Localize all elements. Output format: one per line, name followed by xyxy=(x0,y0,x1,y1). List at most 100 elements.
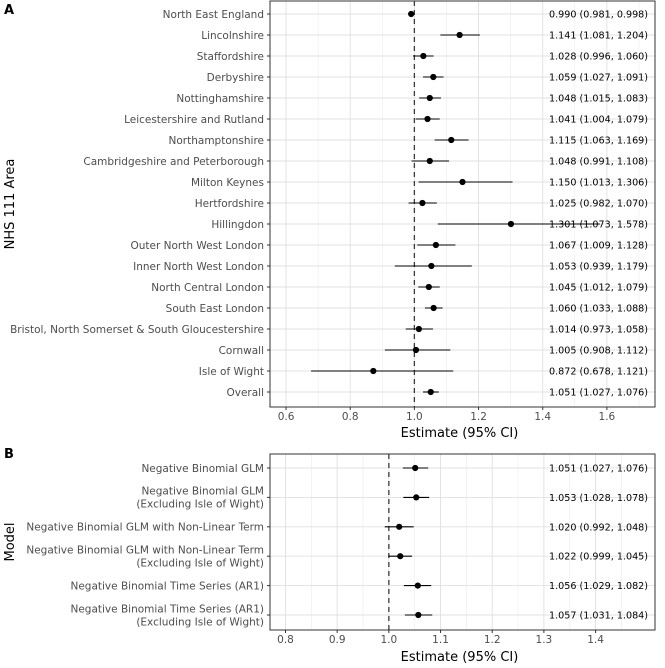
panel-b-y-label: (Excluding Isle of Wight) xyxy=(136,558,264,570)
panel-a-x-tick-label: 1.4 xyxy=(534,411,551,423)
panel-a-estimate-text: 1.053 (0.939, 1.179) xyxy=(549,262,648,273)
panel-a-estimate-text: 1.045 (1.012, 1.079) xyxy=(549,283,648,294)
panel-a-y-label: Cornwall xyxy=(219,345,264,357)
panel-b-x-tick-label: 1.1 xyxy=(432,634,449,646)
panel-a-y-label: Isle of Wight xyxy=(199,366,264,378)
panel-b-x-tick-label: 0.8 xyxy=(277,634,294,646)
panel-a-point-estimate xyxy=(428,262,435,270)
panel-a-estimate-text: 1.014 (0.973, 1.058) xyxy=(549,325,648,336)
panel-b-point-estimate xyxy=(415,611,422,619)
panel-a-background xyxy=(270,1,655,407)
panel-b-point-estimate xyxy=(414,582,421,589)
panel-a-x-tick-label: 0.8 xyxy=(342,411,359,423)
panel-b-estimate-text: 1.020 (0.992, 1.048) xyxy=(549,522,648,533)
panel-b-y-label: Negative Binomial GLM with Non-Linear Te… xyxy=(26,545,264,557)
panel-a-y-label: Milton Keynes xyxy=(191,177,264,189)
panel-a-y-label: North Central London xyxy=(151,282,264,294)
panel-a-point-estimate xyxy=(507,220,515,228)
panel-a-y-label: Inner North West London xyxy=(133,261,264,273)
panel-b-y-label: Negative Binomial Time Series (AR1) xyxy=(70,603,264,615)
panel-a-point-estimate xyxy=(459,178,466,186)
panel-b-y-axis-title: Model xyxy=(3,522,18,561)
panel-b-x-tick-label: 1.4 xyxy=(587,634,604,646)
panel-a-point-estimate xyxy=(426,157,433,165)
panel-a-estimate-text: 1.048 (0.991, 1.108) xyxy=(549,157,648,168)
panel-b-tag: B xyxy=(4,447,14,462)
panel-b-x-tick-label: 0.9 xyxy=(329,634,346,646)
panel-a-y-label: Hillingdon xyxy=(211,219,264,231)
panel-a-estimate-text: 0.872 (0.678, 1.121) xyxy=(549,367,648,378)
panel-b-estimate-text: 1.056 (1.029, 1.082) xyxy=(549,581,648,592)
panel-a-point-estimate xyxy=(456,31,463,39)
panel-b: 1.051 (1.027, 1.076) Negative Binomial GL… xyxy=(3,447,656,665)
panel-a-estimate-text: 1.025 (0.982, 1.070) xyxy=(549,199,648,210)
panel-a-point-estimate xyxy=(427,388,434,396)
panel-a-y-label: South East London xyxy=(166,303,264,315)
panel-b-estimate-text: 1.053 (1.028, 1.078) xyxy=(549,493,648,504)
panel-a-point-estimate xyxy=(425,283,432,291)
panel-a-estimate-text: 1.115 (1.063, 1.169) xyxy=(549,136,648,147)
panel-a-estimate-text: 1.051 (1.027, 1.076) xyxy=(549,388,648,399)
panel-a-point-estimate xyxy=(430,304,437,312)
panel-a: 0.990 (0.981, 0.998) North East England 1.… xyxy=(3,0,656,441)
panel-b-point-estimate xyxy=(413,494,420,501)
panel-a-point-estimate xyxy=(432,241,439,249)
panel-b-y-label: Negative Binomial Time Series (AR1) xyxy=(70,580,264,592)
panel-b-x-tick-label: 1.3 xyxy=(536,634,553,646)
panel-b-estimate-text: 1.051 (1.027, 1.076) xyxy=(549,464,648,475)
panel-a-estimate-text: 1.059 (1.027, 1.091) xyxy=(549,73,648,84)
panel-a-estimate-text: 1.067 (1.009, 1.128) xyxy=(549,241,648,252)
panel-a-estimate-text: 1.150 (1.013, 1.306) xyxy=(549,178,648,189)
panel-b-border xyxy=(269,453,656,631)
panel-a-y-label: Nottinghamshire xyxy=(176,93,264,105)
panel-a-estimate-text: 1.005 (0.908, 1.112) xyxy=(549,346,648,357)
panel-a-y-label: Staffordshire xyxy=(197,51,264,63)
panel-a-x-tick-label: 1.6 xyxy=(599,411,616,423)
panel-b-point-estimate xyxy=(412,464,419,472)
panel-a-point-estimate xyxy=(426,94,433,102)
panel-b-x-axis-title: Estimate (95% CI) xyxy=(401,650,519,664)
panel-a-y-label: Derbyshire xyxy=(207,72,264,84)
panel-a-y-axis-title: NHS 111 Area xyxy=(3,159,18,250)
panel-a-point-estimate xyxy=(424,115,431,123)
panel-a-x-axis-title: Estimate (95% CI) xyxy=(401,426,519,441)
panel-a-point-estimate xyxy=(430,73,437,81)
panel-a-y-label: Cambridgeshire and Peterborough xyxy=(83,156,264,168)
panel-a-y-label: Hertfordshire xyxy=(195,198,264,210)
panel-a-point-estimate xyxy=(415,325,422,333)
panel-a-point-estimate xyxy=(419,199,426,207)
panel-a-border xyxy=(269,0,656,408)
panel-a-point-estimate xyxy=(448,136,455,144)
panel-a-estimate-text: 0.990 (0.981, 0.998) xyxy=(549,10,648,21)
panel-a-x-tick-label: 0.6 xyxy=(278,411,295,423)
panel-a-estimate-text: 1.048 (1.015, 1.083) xyxy=(549,94,648,105)
panel-a-y-label: Overall xyxy=(226,387,264,399)
panel-a-y-label: Lincolnshire xyxy=(201,30,264,42)
panel-b-point-estimate xyxy=(397,553,404,560)
panel-a-y-label: Northamptonshire xyxy=(169,135,264,147)
panel-a-estimate-text: 1.141 (1.081, 1.204) xyxy=(549,31,648,42)
panel-a-point-estimate xyxy=(408,10,415,18)
panel-b-y-label: Negative Binomial GLM with Non-Linear Te… xyxy=(26,522,264,534)
panel-b-x-tick-label: 1.2 xyxy=(484,634,501,646)
panel-b-point-estimate xyxy=(396,523,403,530)
panel-b-estimate-text: 1.057 (1.031, 1.084) xyxy=(549,611,648,622)
panel-b-estimate-text: 1.022 (0.999, 1.045) xyxy=(549,552,648,563)
panel-a-point-estimate xyxy=(370,367,377,375)
panel-a-tag: A xyxy=(4,3,14,18)
panel-b-x-tick-label: 1.0 xyxy=(381,634,398,646)
panel-b-y-label: Negative Binomial GLM xyxy=(141,463,264,475)
panel-a-estimate-text: 1.301 (1.073, 1.578) xyxy=(549,220,648,231)
panel-a-y-label: North East England xyxy=(163,9,264,21)
panel-a-estimate-text: 1.028 (0.996, 1.060) xyxy=(549,52,648,63)
panel-b-y-label: (Excluding Isle of Wight) xyxy=(136,616,264,628)
panel-a-estimate-text: 1.060 (1.033, 1.088) xyxy=(549,304,648,315)
panel-b-background xyxy=(270,454,655,630)
panel-a-y-label: Bristol, North Somerset & South Gloucest… xyxy=(10,324,264,336)
panel-a-x-tick-label: 1.2 xyxy=(470,411,487,423)
panel-a-y-label: Outer North West London xyxy=(131,240,265,252)
panel-a-point-estimate xyxy=(420,52,427,60)
panel-b-y-label: Negative Binomial GLM xyxy=(141,486,264,498)
panel-a-estimate-text: 1.041 (1.004, 1.079) xyxy=(549,115,648,126)
